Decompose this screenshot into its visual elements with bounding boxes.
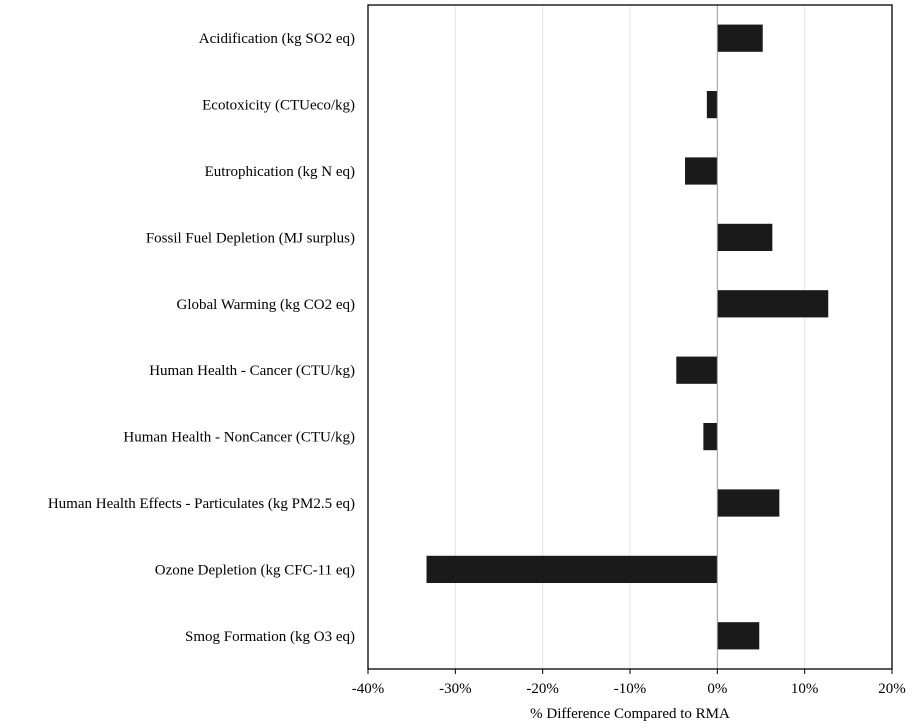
x-tick-label: -20% xyxy=(526,681,559,697)
x-tick-label: 0% xyxy=(707,681,727,697)
category-label: Eutrophication (kg N eq) xyxy=(205,164,355,180)
category-label: Ecotoxicity (CTUeco/kg) xyxy=(202,98,355,114)
category-label: Global Warming (kg CO2 eq) xyxy=(177,297,355,313)
category-label: Fossil Fuel Depletion (MJ surplus) xyxy=(146,230,355,246)
x-tick-label: -10% xyxy=(614,681,647,697)
bar xyxy=(676,356,718,384)
bar xyxy=(426,555,718,584)
category-label: Acidification (kg SO2 eq) xyxy=(199,31,355,47)
bar xyxy=(703,422,718,451)
category-label: Human Health Effects - Particulates (kg … xyxy=(48,496,355,512)
bar xyxy=(717,24,763,52)
x-tick-label: -30% xyxy=(439,681,472,697)
bars xyxy=(426,24,829,650)
category-labels: Acidification (kg SO2 eq) Ecotoxicity (CT… xyxy=(48,31,355,645)
bar xyxy=(717,223,773,252)
category-label: Human Health - Cancer (CTU/kg) xyxy=(149,363,355,379)
category-label: Ozone Depletion (kg CFC-11 eq) xyxy=(155,562,355,578)
x-axis-ticks: -40% -30% -20% -10% 0% 10% 20% xyxy=(352,669,906,697)
bar xyxy=(685,157,718,185)
x-tick-label: 10% xyxy=(791,681,819,697)
x-tick-label: -40% xyxy=(352,681,385,697)
category-label: Smog Formation (kg O3 eq) xyxy=(185,629,355,645)
category-label: Human Health - NonCancer (CTU/kg) xyxy=(123,430,355,446)
bar xyxy=(706,90,718,119)
x-axis-title: % Difference Compared to RMA xyxy=(530,706,730,722)
x-tick-label: 20% xyxy=(878,681,906,697)
bar xyxy=(717,290,829,318)
bar xyxy=(717,622,760,650)
bar xyxy=(717,489,780,517)
